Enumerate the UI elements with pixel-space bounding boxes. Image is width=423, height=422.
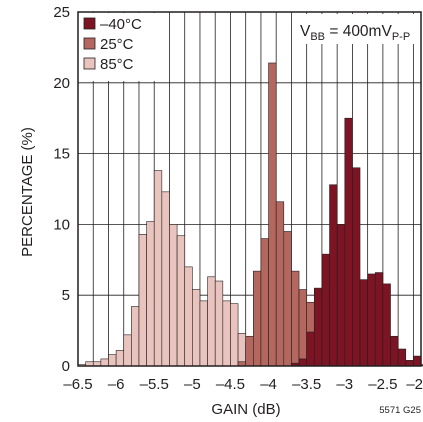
bar-40Cc (382, 283, 391, 367)
y-tick-label: 15 (53, 146, 70, 163)
legend-swatch (83, 57, 96, 70)
annotation-base: V (300, 23, 311, 40)
y-tick-label: 25 (53, 4, 70, 21)
bar-40Cc (306, 331, 315, 367)
bar-85Cc (108, 354, 117, 367)
y-tick-label: 20 (53, 75, 70, 92)
x-tick-label: –3.5 (292, 376, 321, 393)
bar-85Cc (207, 276, 216, 367)
y-tick-label: 10 (53, 216, 70, 233)
bar-40Cc (374, 272, 384, 367)
bar-40Cc (413, 355, 422, 367)
plot-frame (77, 11, 422, 367)
annotation-mid: = 400mV (325, 23, 392, 40)
x-tick-label: –4.5 (216, 376, 245, 393)
bar-40Cc (397, 348, 407, 367)
bar-25Cc (260, 238, 269, 367)
bar-40Cc (298, 358, 307, 367)
bar-40Cc (405, 360, 414, 367)
bar-85Cc (100, 358, 109, 367)
y-tick-label: 0 (62, 358, 70, 375)
bar-40Cc (359, 279, 368, 367)
bar-85Cc (161, 191, 170, 367)
x-tick-label: –2.5 (368, 376, 397, 393)
annotation-sub1: BB (310, 31, 325, 43)
x-tick-label: –6.5 (63, 376, 92, 393)
bar-85Cc (153, 170, 163, 367)
bar-85Cc (176, 235, 186, 367)
histogram-bars (77, 62, 423, 367)
x-tick-label: –2 (406, 376, 423, 393)
bar-85Cc (123, 334, 132, 367)
x-tick-labels: –6.5 –6 –5.5 –5 –4.5 –4 –3.5 –3 –2.5 –2 (63, 376, 423, 393)
bar-85Cc (222, 300, 231, 367)
vbb-annotation: VBB = 400mVP-P (295, 14, 420, 44)
bar-85Cc (115, 350, 125, 367)
bar-40Cc (313, 287, 323, 367)
bar-40Cc (344, 117, 353, 367)
bar-40Cc (367, 273, 376, 367)
bar-25Cc (283, 231, 292, 367)
x-tick-label: –5.5 (140, 376, 169, 393)
y-tick-labels: 0 5 10 15 20 25 (53, 4, 70, 375)
bar-40Cc (329, 184, 338, 367)
bar-85Cc (169, 224, 178, 367)
bar-85Cc (230, 303, 239, 367)
bar-25Cc (275, 201, 285, 367)
bar-40Cc (390, 335, 399, 367)
bar-40Cc (321, 253, 330, 367)
bar-85Cc (199, 300, 208, 367)
bar-85Cc (131, 306, 140, 367)
bar-85Cc (237, 333, 246, 367)
legend-label: –40°C (100, 16, 142, 33)
legend: –40°C 25°C 85°C (79, 13, 159, 81)
figure-code: 5571 G25 (379, 405, 421, 416)
legend-label: 85°C (100, 56, 134, 73)
bar-85Cc (138, 234, 147, 367)
bar-85Cc (192, 289, 201, 367)
legend-swatch (83, 37, 96, 50)
y-axis-label: PERCENTAGE (%) (19, 127, 36, 257)
legend-swatch (83, 17, 96, 30)
svg-text:VBB = 400mVP-P: VBB = 400mVP-P (300, 23, 410, 43)
bar-25Cc (298, 289, 307, 367)
bar-85Cc (184, 266, 193, 367)
bar-25Cc (245, 335, 254, 367)
bar-40Cc (336, 224, 346, 367)
bar-25Cc (268, 62, 277, 367)
y-tick-label: 5 (62, 287, 70, 304)
bar-25Cc (253, 270, 262, 367)
bar-85Cc (146, 221, 155, 367)
x-tick-label: –6 (108, 376, 125, 393)
x-tick-label: –5 (184, 376, 201, 393)
x-tick-label: –3 (336, 376, 353, 393)
bar-40Cc (352, 167, 361, 367)
annotation-sub2: P-P (392, 31, 410, 43)
x-tick-label: –4 (260, 376, 277, 393)
bar-25Cc (291, 270, 300, 367)
x-axis-label: GAIN (dB) (211, 401, 280, 418)
bar-85Cc (214, 280, 224, 367)
legend-label: 25°C (100, 36, 134, 53)
